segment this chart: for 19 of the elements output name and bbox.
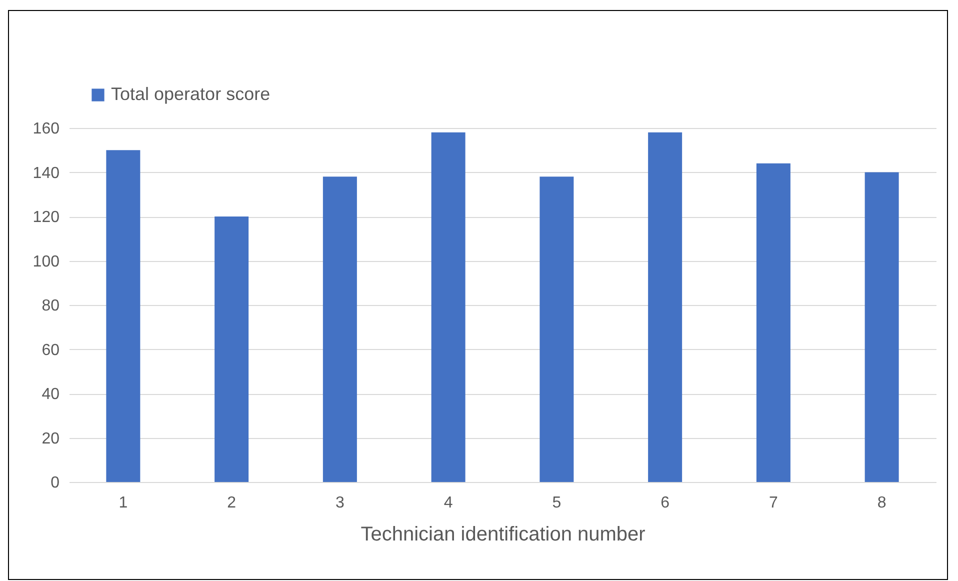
y-tick-label: 60 — [42, 342, 60, 359]
y-tick-label: 20 — [42, 430, 60, 448]
legend-label: Total operator score — [111, 84, 270, 104]
x-tick-label: 1 — [118, 494, 128, 512]
y-tick-label: 120 — [32, 209, 60, 226]
x-tick-label: 5 — [552, 494, 562, 512]
x-tick-label: 7 — [768, 494, 778, 512]
y-tick-label: 40 — [42, 386, 60, 403]
x-tick-label: 4 — [444, 494, 453, 512]
y-tick-label: 140 — [32, 164, 60, 182]
y-tick-label: 80 — [42, 298, 60, 314]
y-tick-label: 0 — [50, 474, 60, 492]
x-axis-title: Technician identification number — [360, 524, 646, 546]
x-tick-label: 2 — [227, 494, 236, 512]
x-tick-label: 3 — [335, 494, 344, 512]
x-tick-label: 6 — [660, 494, 670, 512]
y-tick-label: 160 — [32, 120, 60, 138]
y-tick-label: 100 — [32, 253, 60, 270]
x-tick-label: 8 — [877, 494, 886, 512]
